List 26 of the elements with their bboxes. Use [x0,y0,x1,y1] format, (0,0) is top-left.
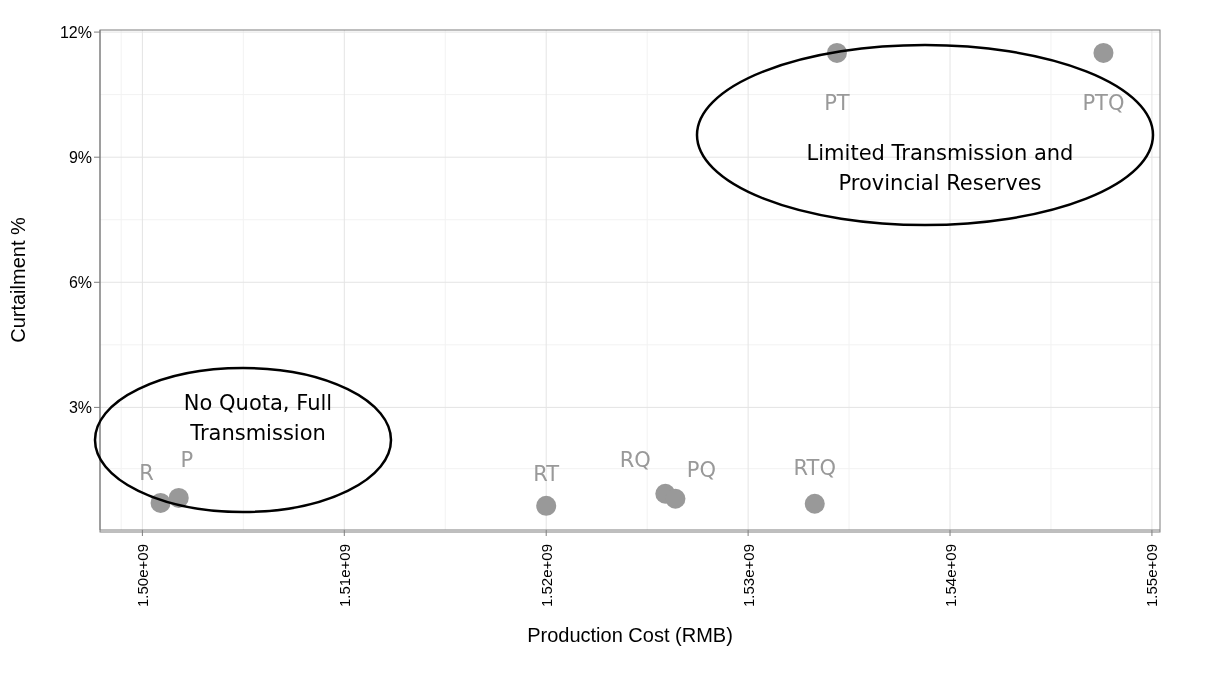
annotation: R [139,460,154,485]
annotation: No Quota, Full Transmission [183,391,333,445]
annotation: PQ [686,457,717,482]
y-tick-label: 6% [68,273,92,291]
y-tick-label: 9% [68,148,92,166]
x-tick-label: 1.51e+09 [335,544,353,607]
annotation: RTQ [793,455,836,480]
y-tick-label: 12% [59,23,92,41]
point [1093,42,1114,63]
x-tick-label: 1.53e+09 [739,544,757,607]
annotation: PTQ [1082,91,1125,116]
x-tick-label: 1.52e+09 [537,544,555,607]
annotation: PT [824,91,850,116]
y-axis-title: Curtailment % [7,216,30,343]
point [536,495,557,516]
point [804,493,825,514]
x-tick-label: 1.50e+09 [133,544,151,607]
point [665,488,686,509]
annotation: RQ [619,447,651,472]
x-tick-label: 1.55e+09 [1143,544,1161,607]
x-tick-label: 1.54e+09 [941,544,959,607]
x-axis-title: Production Cost (RMB) [527,624,733,646]
annotation: RT [533,461,560,486]
annotation: Limited Transmission and Provincial Reserves [806,141,1074,195]
annotation: P [180,447,194,472]
y-tick-label: 3% [68,399,92,417]
